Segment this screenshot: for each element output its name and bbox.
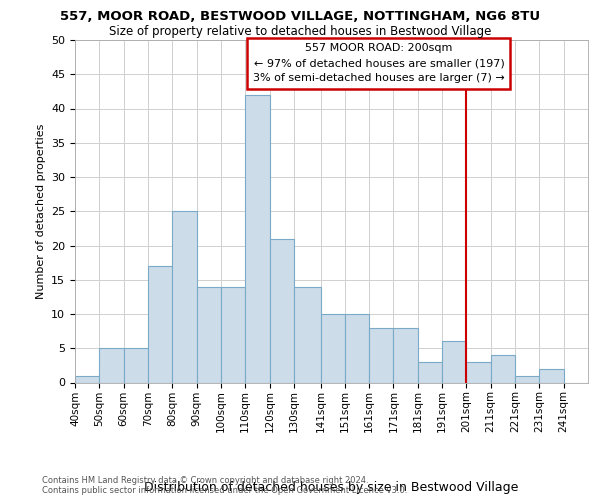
Text: 557, MOOR ROAD, BESTWOOD VILLAGE, NOTTINGHAM, NG6 8TU: 557, MOOR ROAD, BESTWOOD VILLAGE, NOTTIN… [60,10,540,23]
Bar [294,286,320,382]
Bar [539,369,563,382]
Bar [320,314,345,382]
Text: 557 MOOR ROAD: 200sqm
← 97% of detached houses are smaller (197)
3% of semi-deta: 557 MOOR ROAD: 200sqm ← 97% of detached … [253,44,505,83]
Y-axis label: Number of detached properties: Number of detached properties [35,124,46,299]
Bar [221,286,245,382]
Text: Contains HM Land Registry data © Crown copyright and database right 2024.: Contains HM Land Registry data © Crown c… [42,476,368,485]
Bar [100,348,124,382]
Bar [172,211,197,382]
Bar [75,376,100,382]
Bar [466,362,491,382]
Bar [442,342,466,382]
Text: Contains public sector information licensed under the Open Government Licence v3: Contains public sector information licen… [42,486,407,495]
Bar [394,328,418,382]
Bar [515,376,539,382]
Bar [369,328,394,382]
Bar [491,355,515,382]
X-axis label: Distribution of detached houses by size in Bestwood Village: Distribution of detached houses by size … [145,481,518,494]
Bar [197,286,221,382]
Bar [345,314,369,382]
Text: Size of property relative to detached houses in Bestwood Village: Size of property relative to detached ho… [109,25,491,38]
Bar [124,348,148,382]
Bar [418,362,442,382]
Bar [148,266,172,382]
Bar [269,238,294,382]
Bar [245,95,269,382]
